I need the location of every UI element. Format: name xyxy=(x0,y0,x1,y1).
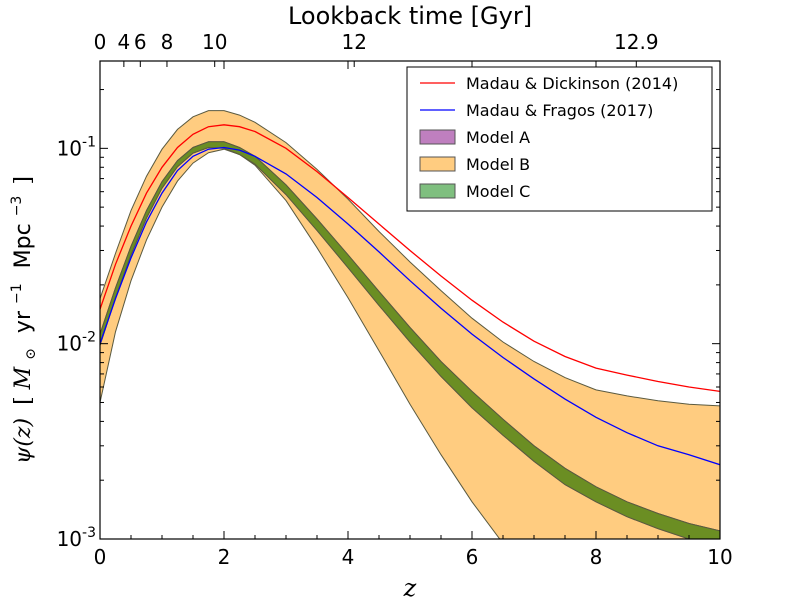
y-tick-label: 10-3 xyxy=(57,525,96,551)
legend-label: Model A xyxy=(466,128,530,147)
legend-label: Madau & Dickinson (2014) xyxy=(466,74,678,93)
y-axis-psi: ψ(z) xyxy=(11,418,36,464)
legend-swatch-patch xyxy=(419,156,456,172)
y-axis-yr: yr xyxy=(11,310,36,333)
x-tick-label: 0 xyxy=(94,545,107,569)
y-axis-msun: M xyxy=(11,366,36,390)
top-tick-label: 12 xyxy=(341,30,366,54)
y-axis-rbracket: ] xyxy=(11,176,36,185)
top-tick-label: 12.9 xyxy=(614,30,659,54)
x-tick-label: 2 xyxy=(218,545,231,569)
top-axis-title: Lookback time [Gyr] xyxy=(288,2,532,30)
legend-entry: Madau & Fragos (2017) xyxy=(420,101,653,120)
x-tick-label: 10 xyxy=(707,545,732,569)
x-tick-label: 4 xyxy=(342,545,355,569)
top-tick-label: 6 xyxy=(134,30,147,54)
legend-box xyxy=(406,66,713,212)
top-tick-label: 0 xyxy=(94,30,107,54)
x-tick-label: 6 xyxy=(466,545,479,569)
legend-swatch-patch xyxy=(419,183,456,199)
legend-label: Model C xyxy=(466,182,530,201)
y-axis-lbracket: [ xyxy=(11,396,36,405)
x-axis-title: z xyxy=(403,574,417,600)
legend: Madau & Dickinson (2014) Madau & Fragos (… xyxy=(406,66,713,212)
line-layer xyxy=(100,124,720,466)
top-tick-label: 8 xyxy=(161,30,174,54)
legend-entry: Model B xyxy=(419,155,530,174)
y-axis-title: ψ(z) [ M ⊙ yr −1 Mpc −3 ] xyxy=(2,176,41,464)
top-tick-label: 4 xyxy=(118,30,131,54)
y-axis-sun-sub: ⊙ xyxy=(23,348,39,360)
top-tick-label: 10 xyxy=(202,30,227,54)
tick-layer xyxy=(99,61,721,540)
legend-entry: Model A xyxy=(419,128,530,147)
band-model-b xyxy=(100,110,720,539)
y-tick-label: 10-1 xyxy=(57,134,96,160)
legend-swatch-patch xyxy=(419,129,456,145)
legend-entry: Model C xyxy=(419,182,530,201)
y-tick-label: 10-2 xyxy=(57,330,96,356)
legend-label: Model B xyxy=(466,155,530,174)
y-axis-yr-exp: −1 xyxy=(9,283,25,304)
y-axis-mpc-exp: −3 xyxy=(9,196,25,217)
line-madau-fragos-2017 xyxy=(100,146,720,466)
y-axis-mpc: Mpc xyxy=(11,223,36,268)
legend-label: Madau & Fragos (2017) xyxy=(466,101,653,120)
x-tick-label: 8 xyxy=(590,545,603,569)
line-madau-dickinson-2014 xyxy=(100,124,720,393)
legend-entry: Madau & Dickinson (2014) xyxy=(420,74,678,93)
